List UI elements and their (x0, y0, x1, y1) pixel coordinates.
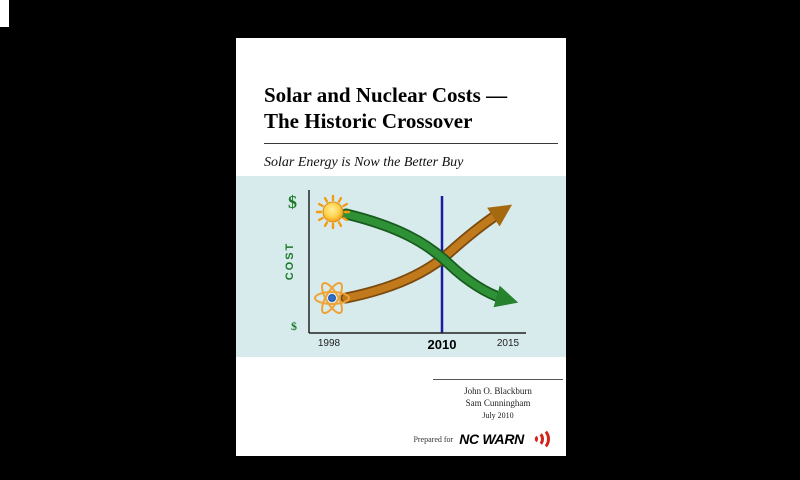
chart-canvas: $ COST $ 1998 2010 2015 (284, 190, 526, 352)
sun-icon (315, 194, 351, 230)
authors-divider (433, 379, 563, 380)
title-block: Solar and Nuclear Costs — The Historic C… (264, 82, 558, 171)
prepared-for-label: Prepared for (413, 434, 454, 444)
atom-icon (314, 281, 350, 315)
y-axis-cost-label: COST (284, 242, 296, 281)
report-title-line2: The Historic Crossover (264, 109, 473, 133)
report-title-line1: Solar and Nuclear Costs — (264, 83, 508, 107)
author-1: John O. Blackburn (464, 386, 532, 396)
publication-date: July 2010 (482, 411, 514, 420)
report-cover-page: Solar and Nuclear Costs — The Historic C… (236, 38, 566, 456)
nc-warn-logo-text: NC WARN (459, 431, 524, 447)
authors-block: John O. Blackburn Sam Cunningham July 20… (433, 379, 563, 422)
x-tick-2010: 2010 (428, 337, 457, 352)
title-divider (264, 143, 558, 144)
solar-cost-curve (340, 208, 519, 308)
signal-arcs-icon (530, 427, 551, 451)
x-tick-1998: 1998 (318, 338, 341, 349)
report-title: Solar and Nuclear Costs — The Historic C… (264, 82, 558, 134)
x-tick-2015: 2015 (497, 338, 520, 349)
prepared-for-block: Prepared for NC WARN (413, 427, 551, 451)
signal-arc-large (530, 427, 550, 451)
y-axis-bottom-dollar: $ (291, 319, 297, 333)
screen-corner-artifact (0, 0, 9, 27)
author-2: Sam Cunningham (465, 398, 531, 408)
y-axis-top-dollar: $ (288, 192, 297, 212)
cost-crossover-chart: $ COST $ 1998 2010 2015 (236, 176, 566, 357)
report-subtitle: Solar Energy is Now the Better Buy (264, 155, 464, 170)
